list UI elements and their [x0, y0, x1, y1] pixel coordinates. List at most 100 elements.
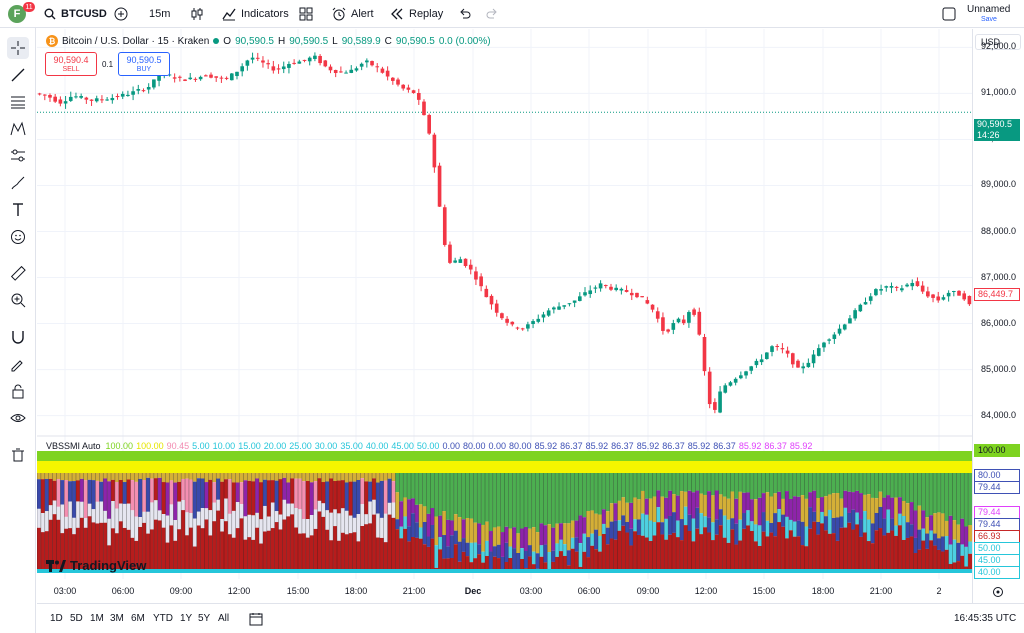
indicator-bar-segment	[317, 500, 322, 512]
lock-drawings-tool[interactable]	[7, 353, 29, 375]
indicator-bar-segment	[897, 525, 902, 569]
indicator-bar-segment	[177, 473, 182, 482]
sell-button[interactable]: 90,590.4 SELL	[45, 52, 97, 76]
indicator-bar-segment	[488, 551, 493, 569]
time-axis[interactable]: 03:00 06:00 09:00 12:00 15:00 18:00 21:00 Dec 03…	[37, 580, 972, 602]
indicator-value: 40.00	[365, 441, 389, 451]
range-button-1m[interactable]: 1M	[90, 613, 104, 624]
indicator-bar-segment	[142, 522, 147, 569]
trash-icon	[12, 448, 24, 462]
smiley-icon	[11, 230, 25, 244]
indicator-bar-segment	[520, 558, 524, 569]
buy-button[interactable]: 90,590.5 BUY	[118, 52, 170, 76]
indicator-bar-segment	[305, 537, 310, 569]
symbol-search-button[interactable]: BTCUSD	[44, 0, 107, 28]
undo-button[interactable]	[459, 0, 471, 28]
indicator-bar-segment	[936, 512, 941, 539]
trend-line-tool[interactable]	[7, 64, 29, 86]
indicator-bar-segment	[613, 520, 618, 540]
indicator-bar-segment	[769, 532, 774, 569]
candle-body	[131, 91, 135, 95]
range-button-5d[interactable]: 5D	[70, 613, 83, 624]
indicator-bar-segment	[531, 564, 536, 569]
candle-body	[42, 94, 47, 96]
indicator-bar-segment	[547, 473, 552, 525]
magnet-tool[interactable]	[7, 326, 29, 348]
indicator-bar-segment	[290, 473, 295, 479]
indicator-bar-segment	[882, 473, 887, 498]
indicator-bar-segment	[812, 511, 817, 522]
brush-tool[interactable]	[7, 172, 29, 194]
indicator-bar-segment	[636, 499, 641, 520]
candle-body	[458, 259, 463, 263]
range-button-all[interactable]: All	[218, 613, 230, 624]
indicator-bar-segment	[446, 473, 450, 520]
indicator-bar-segment	[95, 523, 100, 569]
indicator-bar-segment	[722, 473, 727, 497]
chart-type-button[interactable]	[190, 0, 204, 28]
indicator-bar-segment	[469, 518, 474, 543]
indicator-bar-segment	[399, 526, 404, 539]
indicator-bar-segment	[208, 510, 213, 536]
indicator-bar-segment	[687, 530, 692, 569]
fib-tool[interactable]	[7, 91, 29, 113]
lock-tool[interactable]	[7, 380, 29, 402]
compare-button[interactable]	[114, 0, 128, 28]
indicators-button[interactable]: Indicators	[222, 0, 289, 28]
indicator-bar-segment	[956, 561, 961, 569]
indicator-bar-segment	[114, 533, 119, 569]
indicator-bar-segment	[99, 522, 104, 569]
range-button-1y[interactable]: 1Y	[180, 613, 193, 624]
range-button-ytd[interactable]: YTD	[153, 613, 173, 624]
indicator-bar-segment	[107, 518, 112, 546]
zoom-tool[interactable]	[7, 289, 29, 311]
ruler-tool[interactable]	[7, 262, 29, 284]
indicator-bar-segment	[683, 506, 688, 526]
indicator-bar-segment	[114, 473, 119, 482]
indicator-bar-segment	[68, 528, 73, 569]
indicator-bar-segment	[629, 502, 634, 529]
rewind-icon	[391, 8, 403, 20]
forecast-tool[interactable]	[7, 145, 29, 167]
layout-button[interactable]	[942, 0, 956, 28]
indicator-bar-segment	[897, 497, 902, 514]
indicator-bar-segment	[492, 473, 497, 528]
ruler-icon	[10, 265, 26, 281]
indicator-bar-segment	[781, 498, 785, 515]
templates-button[interactable]	[299, 0, 313, 28]
indicator-bar-segment	[566, 473, 571, 524]
indicator-bar-segment	[239, 504, 244, 519]
indicator-bar-segment	[699, 513, 704, 535]
user-avatar[interactable]: F	[8, 5, 26, 23]
text-tool[interactable]	[7, 199, 29, 221]
crosshair-tool[interactable]	[7, 37, 29, 59]
indicator-bar-segment	[430, 524, 435, 539]
settings-icon[interactable]	[992, 586, 1004, 598]
pattern-tool[interactable]	[7, 118, 29, 140]
range-button-3m[interactable]: 3M	[110, 613, 124, 624]
time-label: 15:00	[286, 586, 310, 596]
price-chart[interactable]	[37, 29, 972, 603]
save-label[interactable]: Save	[981, 16, 997, 23]
candle-body	[603, 285, 608, 287]
calendar-icon[interactable]	[249, 612, 263, 626]
utc-clock[interactable]: 16:45:35 UTC	[954, 613, 1017, 624]
currency-selector[interactable]: USD	[975, 34, 1021, 50]
layout-name[interactable]: Unnamed	[967, 4, 1011, 15]
indicator-name[interactable]: VBSSMI Auto	[46, 441, 101, 451]
emoji-tool[interactable]	[7, 226, 29, 248]
indicator-bar-segment	[707, 473, 711, 492]
range-button-1d[interactable]: 1D	[50, 613, 63, 624]
range-button-6m[interactable]: 6M	[131, 613, 145, 624]
replay-button[interactable]: Replay	[390, 0, 443, 28]
redo-button[interactable]	[486, 0, 498, 28]
indicator-bar-segment	[368, 473, 373, 482]
remove-tool[interactable]	[7, 444, 29, 466]
alert-button[interactable]: Alert	[332, 0, 374, 28]
indicator-bar-segment	[886, 473, 891, 496]
indicator-bar-segment	[543, 525, 548, 545]
interval-button[interactable]: 15m	[149, 0, 170, 28]
range-button-5y[interactable]: 5Y	[198, 613, 211, 624]
indicator-bar-segment	[37, 473, 41, 480]
hide-tool[interactable]	[7, 407, 29, 429]
